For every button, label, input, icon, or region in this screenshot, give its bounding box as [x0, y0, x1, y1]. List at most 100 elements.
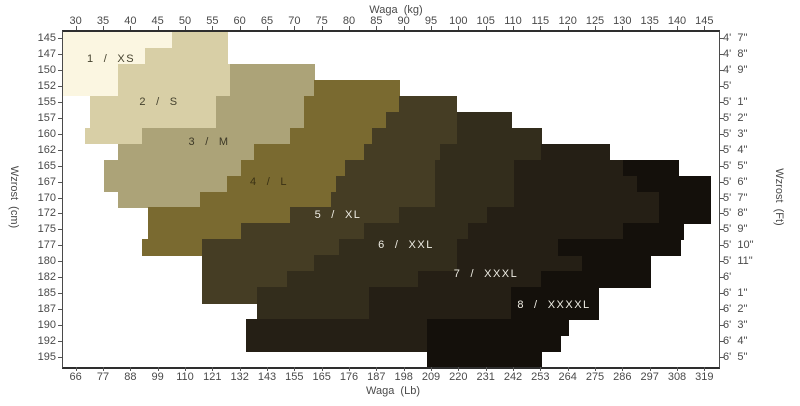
left-tick-cm: 172 [37, 207, 56, 220]
tick-mark [321, 26, 323, 30]
right-tick-ft: 5' 8" [723, 207, 748, 220]
size-region-7 [514, 159, 624, 177]
tick-mark [130, 367, 132, 371]
tick-mark [157, 367, 159, 371]
right-tick-ft: 5' 9" [723, 223, 748, 236]
left-tick-cm: 150 [37, 63, 56, 76]
size-region-7 [369, 287, 512, 304]
right-tick-ft: 6' 5" [723, 351, 748, 364]
top-tick-kg: 70 [288, 15, 301, 27]
tick-mark [677, 26, 678, 30]
tick-mark [720, 101, 724, 103]
tick-mark [595, 367, 596, 371]
tick-mark [349, 26, 350, 30]
size-region-6 [440, 143, 542, 161]
size-region-5 [330, 191, 436, 209]
bottom-tick-lb: 275 [585, 371, 605, 383]
tick-mark [58, 341, 62, 343]
size-region-5 [202, 287, 258, 304]
left-tick-cm: 175 [37, 223, 56, 236]
tick-mark [720, 149, 724, 151]
bottom-tick-lb: 187 [367, 371, 386, 383]
bottom-tick-lb: 110 [176, 371, 194, 383]
tick-mark [75, 367, 77, 371]
tick-mark [58, 197, 62, 199]
left-tick-cm: 192 [37, 335, 56, 348]
tick-mark [321, 367, 323, 371]
tick-mark [403, 367, 405, 371]
tick-mark [212, 367, 214, 371]
tick-mark [720, 229, 724, 231]
bottom-tick-lb: 220 [449, 371, 468, 383]
top-tick-kg: 35 [96, 15, 110, 27]
bottom-tick-lb: 155 [285, 371, 304, 383]
right-tick-ft: 4' 8" [723, 47, 748, 60]
bottom-tick-lb: 66 [69, 371, 82, 383]
top-tick-kg: 75 [315, 15, 328, 27]
tick-mark [58, 277, 62, 279]
right-tick-ft: 5' 1" [723, 95, 748, 108]
right-tick-ft: 5' 11" [723, 255, 753, 268]
top-tick-kg: 30 [69, 15, 82, 27]
size-region-4 [254, 143, 365, 161]
size-region-4 [147, 207, 291, 225]
tick-mark [458, 367, 460, 371]
tick-mark [567, 367, 569, 371]
size-region-8 [426, 335, 562, 352]
size-region-7 [514, 175, 638, 193]
size-region-4 [227, 175, 337, 193]
right-tick-ft: 5' 5" [723, 159, 748, 172]
size-region-8 [637, 175, 712, 193]
left-tick-cm: 190 [37, 319, 56, 332]
size-region-4 [199, 191, 332, 209]
bottom-tick-lb: 231 [476, 371, 495, 383]
size-region-8 [623, 159, 679, 177]
tick-mark [720, 325, 724, 327]
right-tick-ft: 6' 4" [723, 335, 748, 348]
tick-mark [485, 26, 487, 30]
tick-mark [720, 357, 724, 359]
top-tick-kg: 100 [449, 15, 468, 27]
bottom-tick-lb: 264 [558, 371, 577, 383]
tick-mark [58, 309, 62, 311]
bottom-tick-lb: 132 [230, 371, 249, 383]
size-region-6 [434, 159, 515, 177]
tick-mark [458, 26, 460, 30]
tick-mark [58, 53, 62, 55]
tick-mark [58, 69, 62, 71]
left-tick-cm: 182 [37, 271, 56, 284]
tick-mark [622, 367, 624, 371]
right-tick-ft: 5' 10" [723, 239, 754, 252]
size-label-1: 1 / XS [86, 53, 136, 65]
top-tick-kg: 140 [667, 15, 687, 27]
bottom-tick-lb: 121 [203, 371, 222, 383]
tick-mark [649, 26, 651, 30]
tick-mark [58, 261, 62, 263]
size-region-6 [399, 207, 488, 225]
tick-mark [403, 26, 405, 30]
size-region-5 [202, 271, 288, 288]
tick-mark [58, 293, 62, 295]
size-region-7 [456, 239, 559, 256]
left-tick-cm: 180 [37, 255, 56, 268]
tick-mark [185, 367, 186, 371]
size-region-5 [371, 127, 458, 145]
bottom-tick-lb: 176 [339, 371, 359, 383]
top-tick-kg: 60 [233, 15, 246, 27]
top-tick-kg: 145 [695, 15, 714, 27]
left-tick-cm: 160 [37, 127, 56, 140]
tick-mark [720, 181, 724, 183]
tick-mark [58, 85, 62, 87]
size-region-5 [344, 159, 436, 177]
size-label-3: 3 / M [188, 136, 230, 148]
tick-mark [720, 37, 724, 39]
size-label-5: 5 / XL [314, 209, 362, 221]
left-tick-cm: 145 [37, 31, 56, 44]
size-label-8: 8 / XXXXL [517, 299, 591, 311]
right-tick-ft: 6' 1" [723, 287, 748, 300]
size-region-7 [514, 191, 660, 209]
size-region-7 [541, 143, 611, 161]
tick-mark [595, 26, 596, 30]
tick-mark [513, 26, 514, 30]
top-tick-kg: 85 [370, 15, 383, 27]
